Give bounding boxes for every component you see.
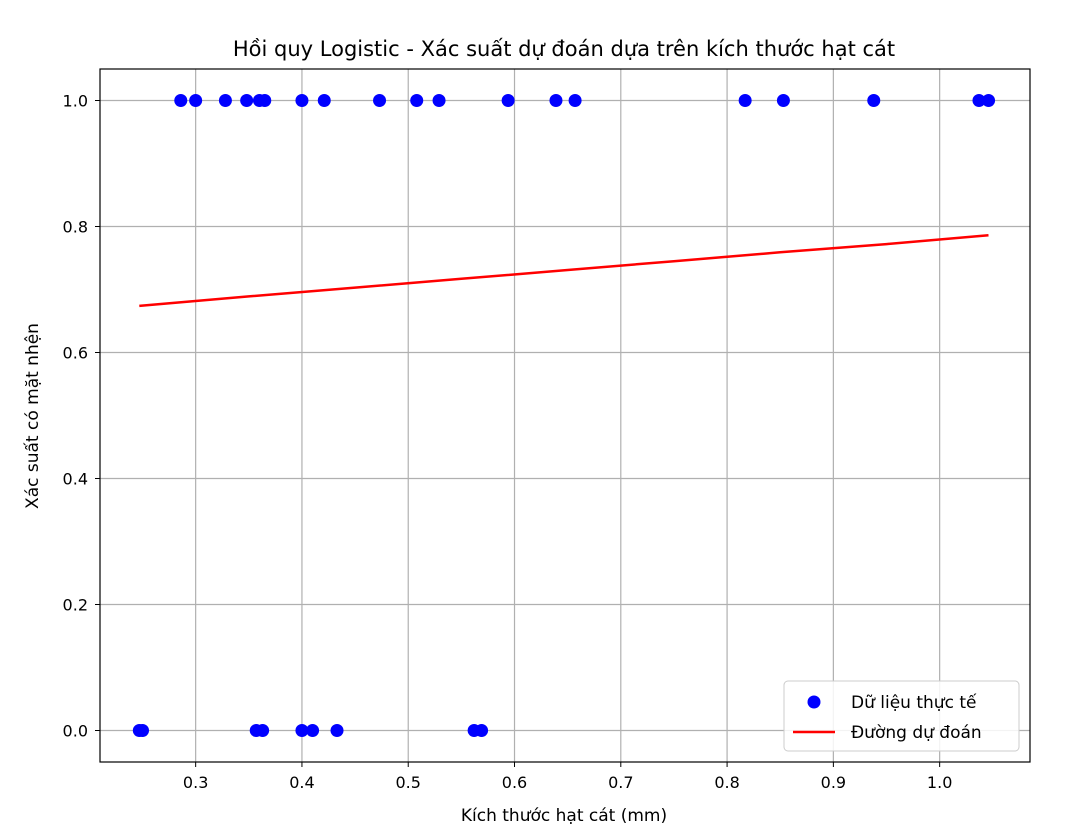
data-point (568, 94, 582, 107)
data-point (189, 94, 203, 107)
data-point (475, 724, 489, 737)
plot-area-frame (99, 68, 1031, 763)
data-point (258, 94, 272, 107)
x-tick-label: 0.6 (502, 773, 527, 792)
data-point (549, 94, 563, 107)
data-point (982, 94, 996, 107)
data-point (776, 94, 790, 107)
data-point (174, 94, 188, 107)
legend-label-data: Dữ liệu thực tế (851, 692, 977, 713)
y-tick-label: 0.0 (63, 722, 88, 741)
data-point (738, 94, 752, 107)
data-point (432, 94, 446, 107)
data-point (373, 94, 387, 107)
x-tick-label: 0.7 (608, 773, 633, 792)
x-tick-label: 0.3 (183, 773, 208, 792)
data-point (330, 724, 344, 737)
x-tick-label: 1.0 (927, 773, 952, 792)
data-point (136, 724, 150, 737)
data-point (410, 94, 424, 107)
y-tick-label: 0.6 (63, 344, 88, 363)
legend-box (783, 680, 1020, 752)
y-tick-label: 1.0 (63, 92, 88, 111)
x-tick-label: 0.9 (821, 773, 846, 792)
data-point (501, 94, 515, 107)
legend-marker-scatter (807, 695, 821, 709)
data-point (240, 94, 254, 107)
x-tick-label: 0.8 (714, 773, 739, 792)
data-point (256, 724, 270, 737)
y-tick-label: 0.2 (63, 596, 88, 615)
legend-label-prediction: Đường dự đoán (851, 723, 982, 743)
x-tick-label: 0.4 (289, 773, 314, 792)
data-point (295, 724, 309, 737)
scatter-points (132, 94, 996, 737)
prediction-line-layer (139, 234, 989, 308)
data-point (218, 94, 232, 107)
data-point (317, 94, 331, 107)
y-axis-label: Xác suất có mặt nhện (22, 323, 43, 509)
grid (100, 69, 1030, 762)
axis-ticks: 0.3 0.4 0.5 0.6 0.7 0.8 0.9 1.0 0.0 0.2 0.4 0.6 0.8 1… (63, 92, 953, 793)
y-tick-label: 0.8 (63, 218, 88, 237)
prediction-line (139, 234, 989, 308)
data-point (972, 94, 986, 107)
legend: Dữ liệu thực tế Đường dự đoán (783, 680, 1020, 752)
data-point (306, 724, 320, 737)
data-point (295, 94, 309, 107)
y-tick-label: 0.4 (63, 470, 88, 489)
x-tick-label: 0.5 (396, 773, 421, 792)
x-axis-label: Kích thước hạt cát (mm) (461, 806, 667, 826)
data-point (867, 94, 881, 107)
chart-title: Hồi quy Logistic - Xác suất dự đoán dựa … (233, 37, 895, 61)
